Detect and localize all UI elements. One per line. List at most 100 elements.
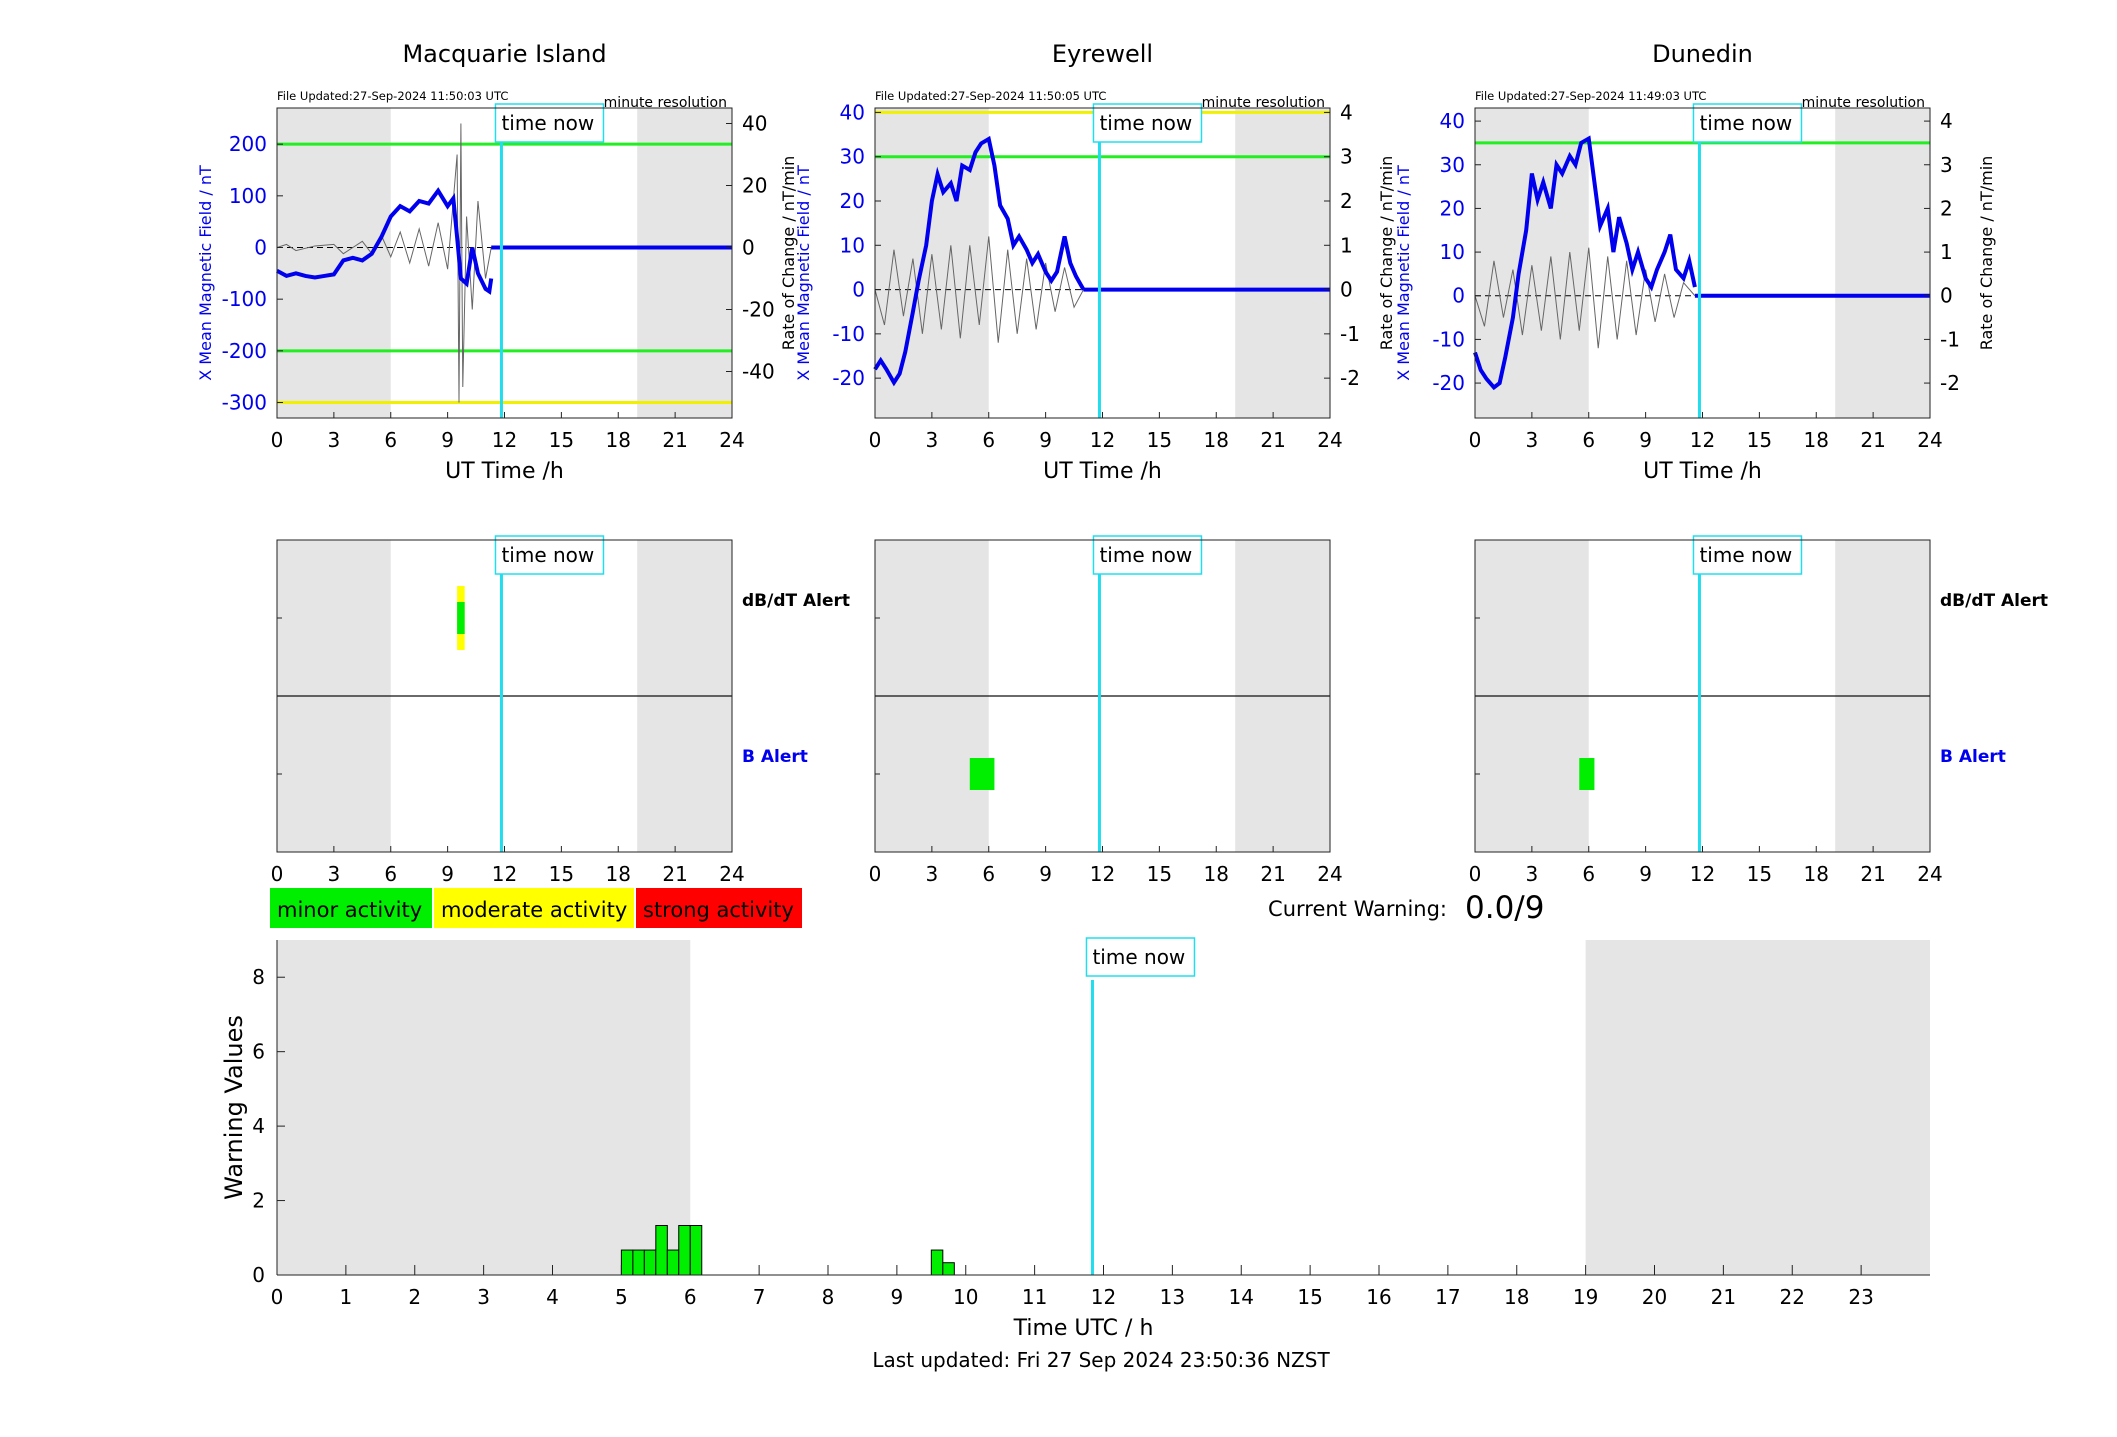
x-tick-label: 12 — [492, 862, 517, 886]
left-tick-label: 20 — [1440, 196, 1465, 220]
x-tick-label: 24 — [1317, 862, 1342, 886]
x-tick-label: 0 — [1469, 862, 1482, 886]
x-tick-label: 12 — [1090, 428, 1115, 452]
y-tick-label: 2 — [252, 1189, 265, 1213]
b-alert-block — [969, 758, 995, 790]
right-tick-label: 1 — [1940, 240, 1953, 264]
right-tick-label: -2 — [1340, 366, 1360, 390]
x-tick-label: 9 — [441, 862, 454, 886]
right-tick-label: 40 — [742, 112, 767, 136]
left-axis-label: X Mean Magnetic Field / nT — [794, 165, 813, 381]
time-now-label: time now — [1699, 111, 1792, 135]
x-field-series — [873, 135, 1086, 387]
left-tick-label: -10 — [1432, 327, 1465, 351]
legend-label: minor activity — [277, 898, 422, 922]
x-tick-label: 3 — [926, 862, 939, 886]
left-tick-label: -100 — [222, 287, 267, 311]
x-field-series — [276, 187, 494, 295]
warning-bar-0 — [620, 1249, 634, 1276]
resolution-label: minute resolution — [1802, 95, 1925, 111]
left-tick-label: 100 — [229, 184, 267, 208]
x-tick-label: 3 — [477, 1285, 490, 1309]
right-axis-label: Rate of Change / nT/min — [779, 156, 798, 351]
x-tick-label: 7 — [753, 1285, 766, 1309]
x-tick-label: 9 — [1639, 862, 1652, 886]
right-tick-label: 2 — [1940, 196, 1953, 220]
x-tick-label: 9 — [891, 1285, 904, 1309]
x-tick-label: 21 — [1260, 862, 1285, 886]
left-tick-label: 10 — [1440, 240, 1465, 264]
x-tick-label: 12 — [492, 428, 517, 452]
time-now-box — [1092, 535, 1203, 575]
warning-bar-2 — [643, 1249, 657, 1276]
x-tick-label: 0 — [1469, 428, 1482, 452]
left-tick-label: 30 — [1440, 153, 1465, 177]
right-tick-label: -2 — [1940, 371, 1960, 395]
right-tick-label: 4 — [1340, 100, 1353, 124]
x-tick-label: 0 — [271, 428, 284, 452]
x-tick-label: 18 — [1204, 428, 1229, 452]
x-tick-label: 11 — [1022, 1285, 1047, 1309]
time-now-box — [494, 535, 605, 575]
right-tick-label: 4 — [1940, 109, 1953, 133]
x-tick-label: 21 — [1260, 428, 1285, 452]
warning-x-axis-label: Time UTC / h — [1013, 1316, 1154, 1341]
x-tick-label: 23 — [1848, 1285, 1873, 1309]
x-tick-label: 3 — [1526, 862, 1539, 886]
x-tick-label: 22 — [1780, 1285, 1805, 1309]
warning-y-axis-label: Warning Values — [220, 1015, 248, 1200]
night-shading — [1475, 108, 1589, 418]
resolution-label: minute resolution — [604, 95, 727, 111]
x-tick-label: 2 — [408, 1285, 421, 1309]
current-warning-label: Current Warning: — [1268, 897, 1447, 921]
time-now-label: time now — [1099, 543, 1192, 567]
x-tick-label: 9 — [1039, 862, 1052, 886]
warning-bar-7 — [930, 1249, 944, 1276]
x-tick-label: 15 — [1147, 862, 1172, 886]
x-tick-label: 6 — [1582, 428, 1595, 452]
left-tick-label: 40 — [840, 100, 865, 124]
left-tick-label: -20 — [832, 366, 865, 390]
time-now-box — [1085, 937, 1196, 977]
x-tick-label: 14 — [1229, 1285, 1254, 1309]
time-now-box — [1692, 103, 1803, 143]
legend-swatch-0 — [270, 888, 432, 928]
x-tick-label: 3 — [926, 428, 939, 452]
warning-bar-5 — [678, 1224, 691, 1276]
x-tick-label: 0 — [869, 428, 882, 452]
x-tick-label: 3 — [328, 428, 341, 452]
y-tick-label: 6 — [252, 1040, 265, 1064]
right-tick-label: -1 — [1340, 322, 1360, 346]
time-now-box — [494, 103, 605, 143]
x-tick-label: 24 — [1317, 428, 1342, 452]
time-now-label: time now — [1092, 945, 1185, 969]
x-tick-label: 21 — [662, 428, 687, 452]
warning-bar-8 — [942, 1262, 955, 1276]
station-panel-0: Macquarie Island File Updated:27-Sep-2024… — [196, 40, 850, 886]
time-now-label: time now — [1099, 111, 1192, 135]
y-tick-label: 4 — [252, 1114, 265, 1138]
x-tick-label: 3 — [1526, 428, 1539, 452]
right-tick-label: 0 — [1940, 284, 1953, 308]
right-tick-label: 2 — [1340, 189, 1353, 213]
x-tick-label: 24 — [719, 428, 744, 452]
left-tick-label: 0 — [852, 278, 865, 302]
x-tick-label: 18 — [1804, 428, 1829, 452]
right-tick-label: 3 — [1340, 145, 1353, 169]
rate-of-change-series — [1474, 247, 1696, 349]
left-axis-label: X Mean Magnetic Field / nT — [196, 165, 215, 381]
x-tick-label: 18 — [1204, 862, 1229, 886]
night-shading — [875, 108, 989, 418]
dbdt-alert-label: dB/dT Alert — [742, 591, 850, 611]
x-tick-label: 18 — [606, 428, 631, 452]
file-updated-label: File Updated:27-Sep-2024 11:50:03 UTC — [277, 89, 508, 103]
x-tick-label: 9 — [1039, 428, 1052, 452]
x-tick-label: 24 — [1917, 428, 1942, 452]
night-shading — [1235, 108, 1330, 418]
x-tick-label: 10 — [953, 1285, 978, 1309]
right-axis-label: Rate of Change / nT/min — [1977, 156, 1996, 351]
x-tick-label: 5 — [615, 1285, 628, 1309]
left-tick-label: -10 — [832, 322, 865, 346]
night-shading — [1835, 108, 1930, 418]
